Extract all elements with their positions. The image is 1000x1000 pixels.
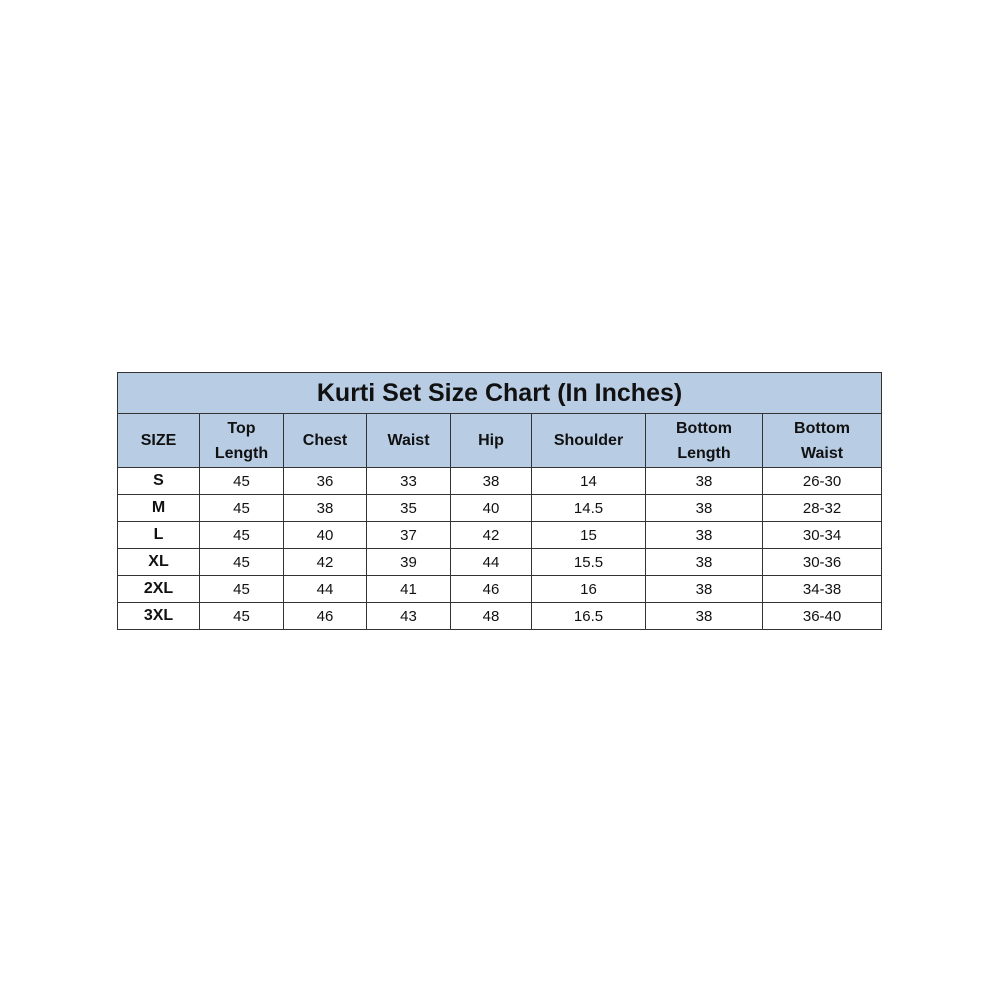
value-cell: 28-32 [761, 494, 883, 522]
value-cell: 16.5 [531, 602, 646, 630]
table-row: 2XL 45 44 41 46 16 38 34-38 [117, 575, 883, 603]
size-cell: 3XL [117, 602, 200, 630]
value-cell: 38 [450, 467, 532, 495]
value-cell: 39 [366, 548, 451, 576]
value-cell: 15 [531, 521, 646, 549]
size-cell: M [117, 494, 200, 522]
value-cell: 42 [450, 521, 532, 549]
table-row: M 45 38 35 40 14.5 38 28-32 [117, 494, 883, 522]
value-cell: 45 [199, 602, 284, 630]
value-cell: 36 [283, 467, 367, 495]
value-cell: 38 [645, 575, 763, 603]
value-cell: 48 [450, 602, 532, 630]
value-cell: 34-38 [761, 575, 883, 603]
column-header: Bottom Length [645, 413, 763, 468]
size-cell: S [117, 467, 200, 495]
value-cell: 14 [531, 467, 646, 495]
size-chart-table: Kurti Set Size Chart (In Inches) SIZE Top… [116, 372, 883, 630]
value-cell: 38 [645, 467, 763, 495]
table-title: Kurti Set Size Chart (In Inches) [116, 372, 883, 414]
value-cell: 45 [199, 575, 284, 603]
value-cell: 38 [645, 548, 763, 576]
size-cell: XL [117, 548, 200, 576]
size-cell: 2XL [117, 575, 200, 603]
value-cell: 30-36 [761, 548, 883, 576]
value-cell: 40 [450, 494, 532, 522]
column-header: Chest [283, 413, 367, 468]
value-cell: 33 [366, 467, 451, 495]
column-header: Shoulder [531, 413, 646, 468]
column-header: SIZE [117, 413, 200, 468]
value-cell: 45 [199, 521, 284, 549]
column-header: Top Length [199, 413, 284, 468]
value-cell: 46 [283, 602, 367, 630]
table-row: 3XL 45 46 43 48 16.5 38 36-40 [117, 602, 883, 630]
value-cell: 38 [283, 494, 367, 522]
column-header: Bottom Waist [761, 413, 883, 468]
value-cell: 38 [645, 602, 763, 630]
value-cell: 45 [199, 494, 284, 522]
value-cell: 26-30 [761, 467, 883, 495]
value-cell: 38 [645, 521, 763, 549]
value-cell: 46 [450, 575, 532, 603]
value-cell: 14.5 [531, 494, 646, 522]
value-cell: 36-40 [761, 602, 883, 630]
value-cell: 40 [283, 521, 367, 549]
table-row: L 45 40 37 42 15 38 30-34 [117, 521, 883, 549]
value-cell: 37 [366, 521, 451, 549]
value-cell: 38 [645, 494, 763, 522]
value-cell: 45 [199, 467, 284, 495]
value-cell: 16 [531, 575, 646, 603]
value-cell: 44 [283, 575, 367, 603]
size-cell: L [117, 521, 200, 549]
column-header: Waist [366, 413, 451, 468]
value-cell: 41 [366, 575, 451, 603]
value-cell: 45 [199, 548, 284, 576]
value-cell: 42 [283, 548, 367, 576]
header-row: SIZE Top Length Chest Waist Hip Shoulder Botto… [117, 413, 883, 468]
value-cell: 15.5 [531, 548, 646, 576]
column-header: Hip [450, 413, 532, 468]
value-cell: 35 [366, 494, 451, 522]
table-row: S 45 36 33 38 14 38 26-30 [117, 467, 883, 495]
value-cell: 30-34 [761, 521, 883, 549]
value-cell: 44 [450, 548, 532, 576]
value-cell: 43 [366, 602, 451, 630]
table-row: XL 45 42 39 44 15.5 38 30-36 [117, 548, 883, 576]
